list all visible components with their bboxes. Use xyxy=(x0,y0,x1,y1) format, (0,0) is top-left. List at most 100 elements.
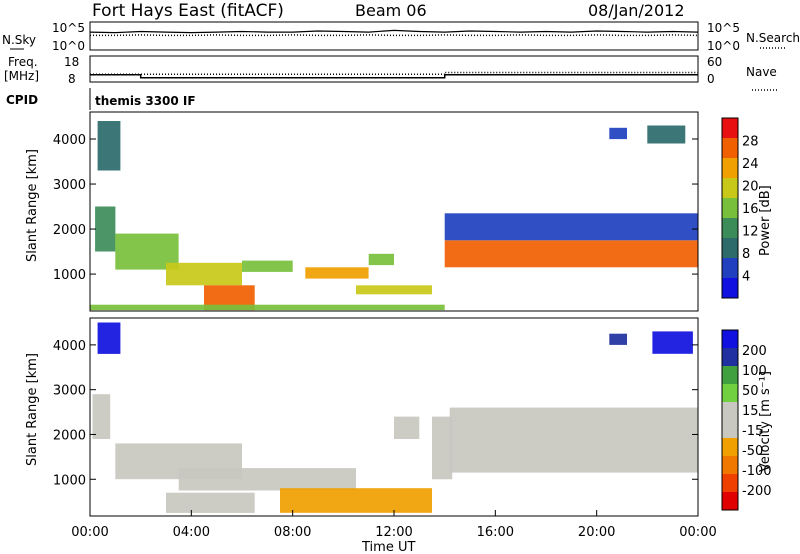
colorbar-swatch-2 xyxy=(722,238,738,258)
cpid-label: CPID xyxy=(6,93,38,107)
colorbar-tick-6: 4 xyxy=(742,270,750,285)
scatter-region-6 xyxy=(394,416,420,439)
colorbar-swatch-8 xyxy=(722,118,738,138)
beam-label: Beam 06 xyxy=(355,1,427,20)
power-frame xyxy=(89,111,699,312)
freq-left-label: Freq. xyxy=(8,55,38,69)
colorbar-swatch-5 xyxy=(722,402,738,420)
colorbar-frame xyxy=(721,329,739,511)
noise-series-0 xyxy=(89,29,699,34)
colorbar-swatch-5 xyxy=(722,178,738,198)
scatter-region-10 xyxy=(444,213,698,241)
scatter-region-3 xyxy=(166,262,242,286)
velocity-colorbar: 200 100 50 15 -15 -50 -100 -200 xyxy=(721,329,772,511)
scatter-region-9 xyxy=(449,407,698,435)
power-colorbar: 28 24 20 16 12 8 4 xyxy=(721,117,759,299)
ytick-label-3: 1000 xyxy=(53,268,86,283)
colorbar-tick-7: -200 xyxy=(742,484,772,499)
colorbar-swatch-8 xyxy=(722,348,738,366)
colorbar-swatch-4 xyxy=(722,420,738,438)
colorbar-tick-4: -15 xyxy=(742,424,763,439)
time-xlabel: Time UT xyxy=(361,540,415,554)
colorbar-swatch-1 xyxy=(722,258,738,278)
xtick-label-5: 20:00 xyxy=(578,525,615,540)
noise-traces xyxy=(89,29,699,37)
colorbar-swatch-2 xyxy=(722,456,738,474)
colorbar-tick-4: 12 xyxy=(742,225,759,240)
ytick-label-0: 4000 xyxy=(53,133,86,148)
colorbar-swatch-1 xyxy=(722,474,738,492)
colorbar-tick-5: 8 xyxy=(742,247,750,262)
colorbar-frame xyxy=(721,117,739,299)
ytick-label-2: 2000 xyxy=(53,223,86,238)
freq-right-label: Nave xyxy=(746,65,777,79)
scatter-region-1 xyxy=(95,206,116,252)
colorbar-swatch-3 xyxy=(722,218,738,238)
colorbar-swatch-9 xyxy=(722,330,738,348)
colorbar-tick-1: 100 xyxy=(742,364,767,379)
freq-frame xyxy=(89,55,699,83)
colorbar-tick-6: -100 xyxy=(742,464,772,479)
freq-series-0 xyxy=(90,73,698,79)
scatter-region-7 xyxy=(432,416,453,480)
xtick-label-4: 16:00 xyxy=(477,525,514,540)
velocity-y-axis: 4000 3000 2000 1000 xyxy=(53,339,698,488)
colorbar-tick-3: 16 xyxy=(742,202,759,217)
xtick-label-3: 12:00 xyxy=(375,525,412,540)
colorbar-swatch-7 xyxy=(722,366,738,384)
ytick-label-0: 4000 xyxy=(53,339,86,354)
scatter-region-0 xyxy=(97,322,121,354)
noise-left-label: N.Sky xyxy=(2,33,36,47)
colorbar-swatch-0 xyxy=(722,492,738,510)
freq-left-unit: [MHz] xyxy=(4,69,39,83)
freq-traces xyxy=(90,71,698,79)
noise-panel: N.Sky 10^5 10^0 10^5 10^0 N.Search xyxy=(2,21,800,53)
scatter-region-13 xyxy=(90,304,445,311)
noise-left-tick-bottom: 10^0 xyxy=(52,39,85,53)
colorbar-tick-0: 200 xyxy=(742,344,767,359)
freq-series-1 xyxy=(90,71,698,75)
scatter-region-12 xyxy=(647,125,686,144)
scatter-region-10 xyxy=(609,333,627,345)
colorbar-swatch-6 xyxy=(722,384,738,402)
freq-left-tick-top: 18 xyxy=(64,55,79,69)
cpid-value: themis 3300 IF xyxy=(95,94,196,108)
noise-right-tick-bottom: 10^0 xyxy=(707,39,740,53)
scatter-region-5 xyxy=(280,488,432,513)
station-title: Fort Hays East (fitACF) xyxy=(92,1,284,21)
scatter-region-8 xyxy=(356,285,432,295)
colorbar-swatch-6 xyxy=(722,158,738,178)
colorbar-swatch-7 xyxy=(722,138,738,158)
colorbar-tick-1: 24 xyxy=(742,157,759,172)
ytick-label-1: 3000 xyxy=(53,178,86,193)
colorbar-swatch-0 xyxy=(722,278,738,298)
scatter-region-11 xyxy=(652,331,693,354)
velocity-heatmap xyxy=(92,322,698,513)
power-ylabel: Slant Range [km] xyxy=(25,149,40,262)
colorbar-tick-0: 28 xyxy=(742,135,759,150)
power-panel: 4000 3000 2000 1000 Slant Range [km] 28 24 20… xyxy=(25,111,773,312)
power-heatmap xyxy=(90,121,698,311)
scatter-region-0 xyxy=(97,121,121,171)
velocity-ylabel: Slant Range [km] xyxy=(25,353,40,466)
noise-frame xyxy=(89,21,699,51)
scatter-region-8 xyxy=(449,434,698,473)
time-x-axis: 00:00 04:00 08:00 12:00 16:00 20:00 00:00 xyxy=(71,510,717,540)
scatter-region-11 xyxy=(609,127,627,140)
freq-right-tick-top: 60 xyxy=(707,55,722,69)
ytick-label-2: 2000 xyxy=(53,428,86,443)
xtick-label-0: 00:00 xyxy=(71,525,108,540)
scatter-region-6 xyxy=(305,267,369,279)
scatter-region-3 xyxy=(178,468,356,491)
colorbar-tick-3: 15 xyxy=(742,404,759,419)
colorbar-swatch-3 xyxy=(722,438,738,456)
noise-series-1 xyxy=(90,34,699,37)
xtick-label-6: 00:00 xyxy=(679,525,716,540)
power-colorbar-label: Power [dB] xyxy=(758,185,773,256)
noise-right-label: N.Search xyxy=(746,31,800,45)
noise-right-tick-top: 10^5 xyxy=(707,21,740,35)
ytick-label-3: 1000 xyxy=(53,473,86,488)
xtick-label-1: 04:00 xyxy=(173,525,210,540)
freq-left-tick-bottom: 8 xyxy=(68,72,76,86)
